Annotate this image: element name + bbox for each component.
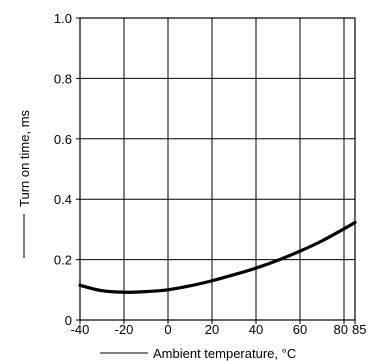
x-tick-label: -40	[71, 322, 90, 337]
plot-frame	[79, 17, 356, 321]
x-tick-label: -20	[115, 322, 134, 337]
grid-layer	[76, 17, 356, 324]
x-tick-label: 60	[293, 322, 307, 337]
y-axis-title: Turn on time, ms	[17, 109, 32, 207]
series-layer	[78, 220, 357, 294]
y-tick-label: 0	[65, 313, 72, 328]
series-line	[78, 220, 357, 294]
y-tick-label: 0.8	[54, 71, 72, 86]
y-tick-label: 0.6	[54, 132, 72, 147]
x-axis-title: Ambient temperature, °C	[153, 346, 296, 361]
tick-label-layer: -40 -20 0 20 40 60 80 85 0 0.2 0.4 0.6 0.8 1.0	[54, 11, 367, 337]
x-tick-label: 80	[334, 322, 348, 337]
y-tick-label: 0.2	[54, 253, 72, 268]
x-tick-label: 0	[164, 322, 171, 337]
x-tick-label: 85	[352, 322, 366, 337]
x-tick-label: 20	[205, 322, 219, 337]
x-tick-label: 40	[249, 322, 263, 337]
y-tick-label: 1.0	[54, 11, 72, 26]
y-tick-label: 0.4	[54, 192, 72, 207]
